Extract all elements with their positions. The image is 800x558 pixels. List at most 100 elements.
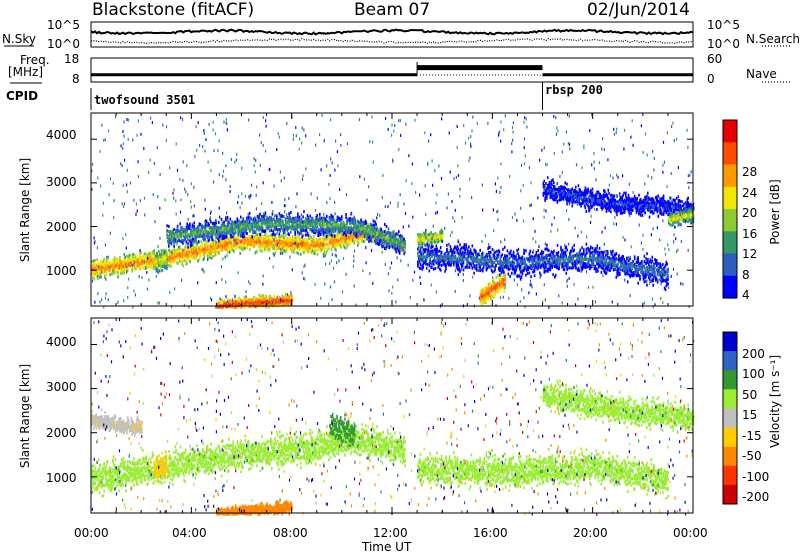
power-cell: [203, 233, 205, 237]
power-cell: [119, 255, 121, 259]
power-cell: [337, 240, 340, 244]
power-cell: [202, 247, 205, 251]
power-cell: [226, 242, 228, 245]
power-cell: [293, 247, 296, 251]
power-cell: [446, 250, 448, 254]
power-cell: [315, 221, 318, 225]
power-cell: [242, 219, 245, 223]
power-cell: [107, 269, 110, 273]
power-cell: [382, 234, 384, 238]
power-cell: [248, 224, 251, 228]
power-cell: [318, 237, 320, 241]
power-cell: [213, 251, 215, 254]
power-cell: [279, 215, 282, 219]
power-cell: [270, 217, 273, 221]
power-cell: [352, 218, 354, 222]
power-cell: [121, 268, 124, 272]
power-cell: [156, 258, 159, 261]
power-cell: [189, 260, 191, 264]
power-cell: [517, 274, 519, 278]
power-cell: [313, 221, 316, 225]
power-cell: [292, 241, 294, 245]
power-cell: [331, 215, 333, 219]
power-cell: [271, 224, 274, 228]
power-cell: [287, 232, 289, 236]
power-cell: [206, 246, 209, 250]
power-cell: [213, 251, 216, 255]
power-cell: [123, 271, 126, 275]
power-cell: [343, 240, 346, 244]
power-cell: [307, 251, 310, 255]
power-cell: [91, 267, 94, 271]
power-cell: [493, 261, 496, 265]
power-cell: [132, 265, 134, 269]
power-cell: [192, 240, 195, 243]
power-cell: [176, 230, 179, 234]
power-cell: [210, 252, 212, 255]
power-cell: [283, 231, 285, 234]
power-cell: [95, 271, 97, 275]
power-cell: [245, 225, 247, 229]
power-cell: [216, 249, 219, 253]
power-cell: [346, 226, 348, 229]
power-cell: [217, 228, 219, 232]
power-cell: [452, 250, 454, 254]
power-cell: [174, 255, 176, 259]
power-cell: [215, 225, 217, 229]
power-cell: [209, 242, 212, 246]
power-cell: [327, 234, 329, 238]
power-cell: [525, 273, 527, 277]
power-cell: [147, 260, 149, 264]
power-cell: [417, 251, 419, 255]
power-cell: [199, 223, 202, 226]
power-cell: [325, 229, 327, 233]
power-cell: [189, 227, 191, 231]
power-cell: [350, 225, 353, 229]
power-cell: [306, 232, 309, 236]
power-cell: [362, 228, 365, 232]
power-cell: [242, 228, 245, 232]
power-cell: [189, 247, 191, 251]
power-cell: [358, 224, 361, 228]
power-cell: [471, 244, 474, 248]
power-cell: [310, 248, 313, 252]
power-cell: [172, 260, 175, 264]
power-cell: [181, 253, 183, 257]
power-cell: [374, 227, 376, 230]
power-cell: [204, 222, 207, 226]
power-cell: [170, 235, 173, 238]
power-cell: [342, 232, 345, 236]
power-cell: [114, 260, 117, 264]
power-cell: [121, 266, 124, 270]
power-cell: [426, 262, 429, 266]
power-cell: [223, 229, 225, 233]
power-cell: [135, 260, 138, 264]
power-cell: [305, 229, 308, 233]
power-cell: [180, 240, 182, 243]
power-cell: [173, 241, 175, 245]
power-cell: [366, 229, 368, 233]
power-cell: [134, 264, 136, 268]
power-cell: [344, 238, 347, 242]
power-cell: [319, 237, 321, 241]
power-cell: [339, 217, 341, 221]
power-cell: [141, 262, 143, 266]
power-cell: [273, 222, 275, 226]
power-cell: [113, 268, 116, 272]
power-cell: [194, 253, 197, 257]
power-cell: [327, 221, 330, 224]
power-cell: [343, 226, 346, 230]
power-cell: [126, 259, 128, 263]
power-cell: [127, 265, 130, 269]
power-cell: [374, 220, 376, 224]
power-cell: [134, 255, 136, 259]
power-cell: [239, 229, 241, 233]
power-cell: [182, 252, 184, 255]
power-cell: [326, 222, 328, 226]
power-cell: [349, 231, 352, 235]
power-cell: [504, 245, 506, 249]
power-cell: [347, 230, 349, 233]
power-cell: [286, 245, 289, 249]
power-cell: [545, 259, 547, 262]
power-cell: [325, 238, 327, 242]
